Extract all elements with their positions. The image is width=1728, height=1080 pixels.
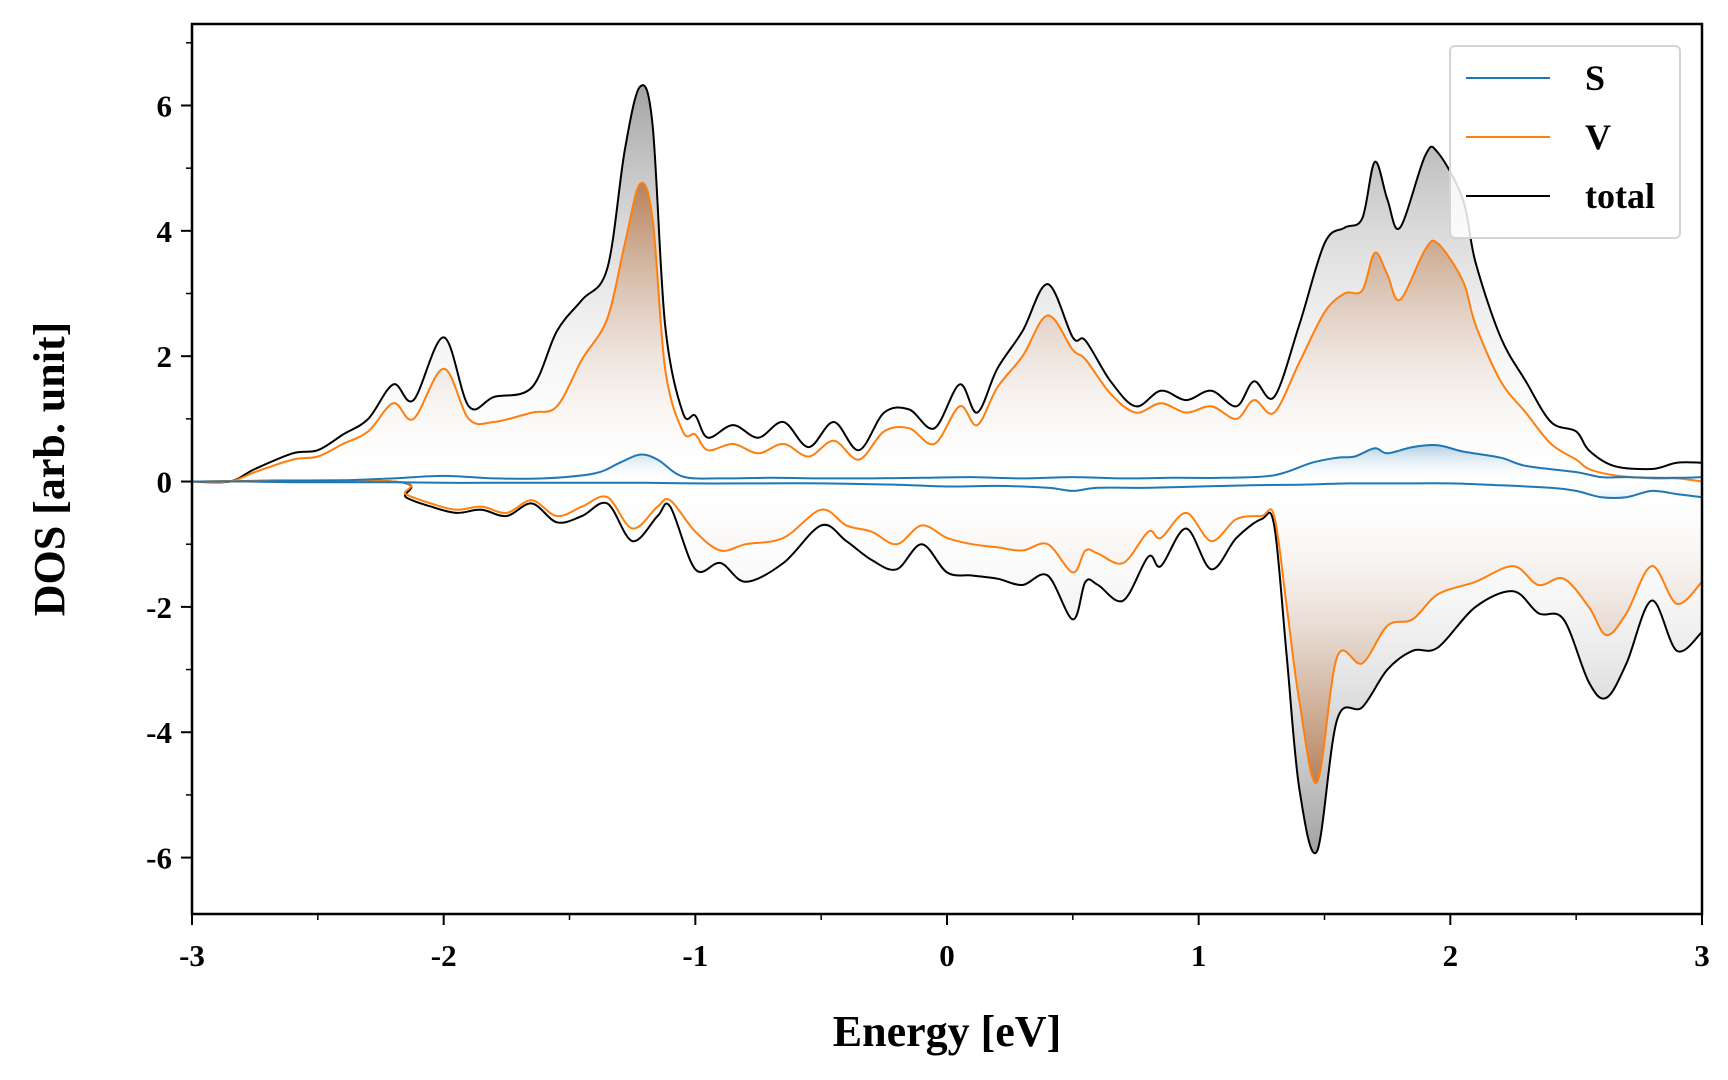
y-axis-label: DOS [arb. unit] bbox=[25, 322, 74, 617]
x-tick-label: -2 bbox=[431, 938, 457, 973]
y-tick-label: 4 bbox=[157, 214, 173, 249]
legend-label-s: S bbox=[1585, 58, 1605, 98]
line-v-spin-up bbox=[192, 181, 1702, 484]
legend-label-total: total bbox=[1585, 176, 1655, 216]
x-tick-label: 1 bbox=[1191, 938, 1207, 973]
legend-box bbox=[1449, 45, 1681, 239]
x-tick-label: -3 bbox=[179, 938, 205, 973]
x-tick-label: 2 bbox=[1443, 938, 1459, 973]
y-tick-label: -6 bbox=[146, 841, 172, 876]
x-tick-label: 0 bbox=[939, 938, 955, 973]
x-axis-label: Energy [eV] bbox=[833, 1007, 1062, 1056]
line-v-spin-down bbox=[192, 479, 1702, 784]
plot-area bbox=[192, 84, 1702, 855]
fill-v-spin-down bbox=[192, 480, 1702, 784]
line-s-spin-down bbox=[192, 480, 1702, 499]
y-tick-label: 2 bbox=[157, 339, 173, 374]
fill-s-spin-up bbox=[192, 444, 1702, 482]
fill-s-spin-down bbox=[192, 481, 1702, 498]
x-tick-label: -1 bbox=[682, 938, 708, 973]
x-tick-label: 3 bbox=[1694, 938, 1710, 973]
legend-label-v: V bbox=[1585, 117, 1611, 157]
y-tick-label: -2 bbox=[146, 590, 172, 625]
y-tick-label: 0 bbox=[157, 465, 173, 500]
y-tick-label: 6 bbox=[157, 88, 173, 123]
y-tick-label: -4 bbox=[146, 715, 172, 750]
y-axis-ticks: -6 -4 -2 0 2 4 6 bbox=[146, 42, 192, 876]
line-s-spin-up bbox=[192, 444, 1702, 483]
line-total-spin-up bbox=[192, 84, 1702, 484]
fill-v-spin-up bbox=[192, 182, 1702, 483]
line-total-spin-down bbox=[192, 479, 1702, 855]
x-axis-ticks: -3 -2 -1 0 1 2 3 bbox=[179, 914, 1710, 973]
